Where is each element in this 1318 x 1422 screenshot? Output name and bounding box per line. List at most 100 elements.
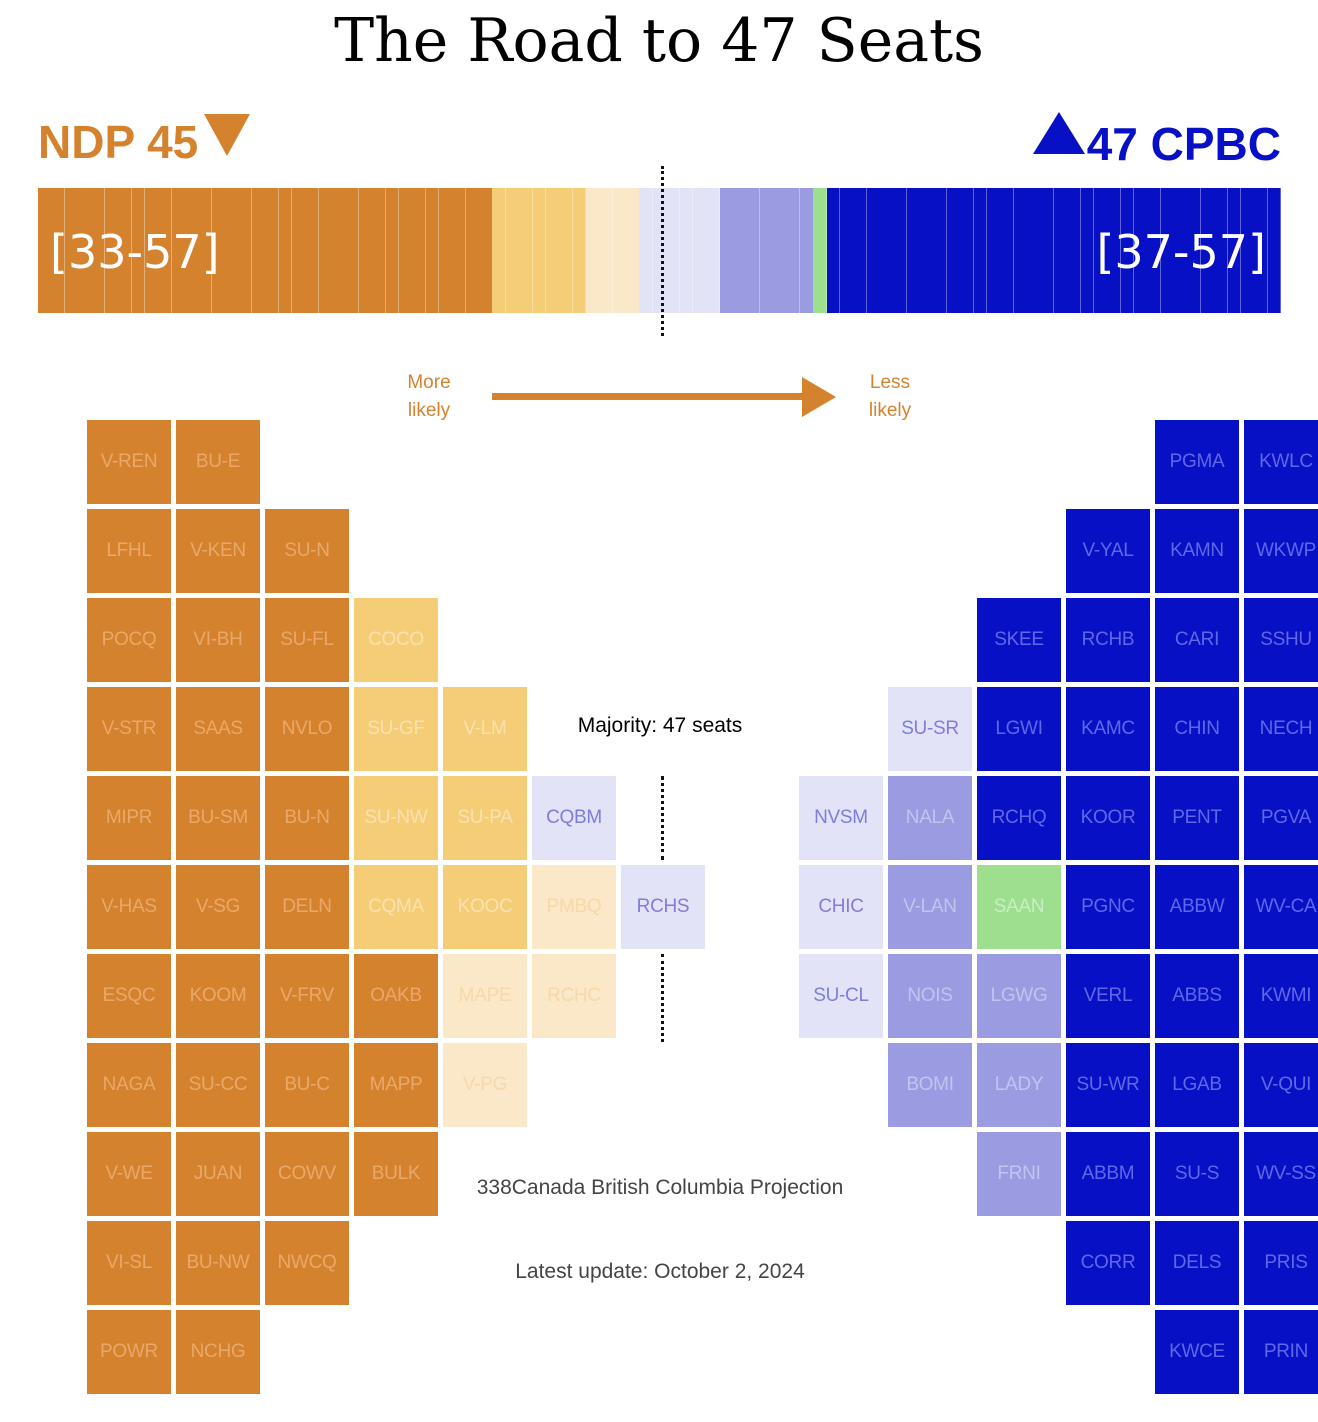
cpbc-seat-count: 47 CPBC: [1086, 118, 1281, 170]
ndp-range: [33-57]: [50, 225, 220, 279]
riding-tile: V-REN: [87, 420, 171, 504]
bar-seat-ndp_lean: [599, 188, 614, 313]
riding-tile: LGWI: [977, 687, 1061, 771]
more-likely-label: More likely: [384, 369, 474, 425]
riding-tile: WV-SS: [1244, 1132, 1318, 1216]
bar-seat-cpbc_safe: [1174, 188, 1188, 313]
riding-tile: NVLO: [265, 687, 349, 771]
bar-seat-ndp_safe: [265, 188, 280, 313]
riding-tile: V-QUI: [1244, 1043, 1318, 1127]
riding-tile: NVSM: [799, 776, 883, 860]
bar-seat-cpbc_safe: [1040, 188, 1055, 313]
bar-seat-ndp_safe: [372, 188, 386, 313]
riding-tile: NOIS: [888, 954, 972, 1038]
ndp-seat-count: NDP 45: [38, 116, 199, 168]
riding-tile: VI-BH: [176, 598, 260, 682]
riding-tile: SAAN: [977, 865, 1061, 949]
bar-seat-cpbc_safe: [906, 188, 921, 313]
less-likely-label: Less likely: [845, 369, 935, 425]
riding-tile: NALA: [888, 776, 972, 860]
majority-line-upper: [661, 776, 664, 860]
bar-seat-ndp_likely: [505, 188, 520, 313]
riding-tile: MAPE: [443, 954, 527, 1038]
riding-tile: BU-N: [265, 776, 349, 860]
riding-tile: KOOC: [443, 865, 527, 949]
riding-tile: VI-SL: [87, 1221, 171, 1305]
more-likely-line1: More: [407, 372, 451, 393]
majority-line-bar: [661, 166, 664, 336]
riding-tile: NAGA: [87, 1043, 171, 1127]
bar-seat-cpbc_safe: [1107, 188, 1122, 313]
bar-seat-ndp_safe: [398, 188, 413, 313]
more-likely-line2: likely: [407, 400, 451, 421]
riding-tile: MIPR: [87, 776, 171, 860]
riding-tile: WV-CA: [1244, 865, 1318, 949]
bar-seat-ndp_safe: [238, 188, 253, 313]
likelihood-arrow: [492, 393, 804, 400]
riding-tile: V-LAN: [888, 865, 972, 949]
riding-tile: BU-NW: [176, 1221, 260, 1305]
bar-seat-cpbc_safe: [1000, 188, 1015, 313]
riding-tile: KAMN: [1155, 509, 1239, 593]
riding-tile: SKEE: [977, 598, 1061, 682]
seat-bar: [38, 188, 1282, 313]
bar-seat-cpbc_lean: [666, 188, 681, 313]
riding-tile: ABBM: [1066, 1132, 1150, 1216]
riding-tile: DELN: [265, 865, 349, 949]
bar-seat-ndp_safe: [305, 188, 320, 313]
riding-tile: NCHG: [176, 1310, 260, 1394]
riding-tile: CARI: [1155, 598, 1239, 682]
cpbc-range: [37-57]: [1096, 225, 1266, 279]
riding-tile: V-WE: [87, 1132, 171, 1216]
riding-tile: BU-E: [176, 420, 260, 504]
majority-label: Majority: 47 seats: [577, 714, 743, 737]
riding-tile: RCHS: [621, 865, 705, 949]
riding-tile: NECH: [1244, 687, 1318, 771]
chart-title: The Road to 47 Seats: [334, 6, 984, 76]
riding-tile: RCHQ: [977, 776, 1061, 860]
riding-tile: ABBW: [1155, 865, 1239, 949]
riding-tile: SU-FL: [265, 598, 349, 682]
bar-seat-ndp_safe: [438, 188, 453, 313]
riding-tile: POWR: [87, 1310, 171, 1394]
riding-tile: RCHC: [532, 954, 616, 1038]
bar-seat-cpbc_safe: [973, 188, 988, 313]
bar-seat-ndp_likely: [532, 188, 547, 313]
riding-tile: SSHU: [1244, 598, 1318, 682]
riding-tile: COWV: [265, 1132, 349, 1216]
riding-tile: SU-GF: [354, 687, 438, 771]
bar-seat-ndp_safe: [64, 188, 79, 313]
riding-tile: RCHB: [1066, 598, 1150, 682]
bar-seat-ndp_safe: [198, 188, 213, 313]
riding-tile: SU-WR: [1066, 1043, 1150, 1127]
riding-tile: BOMI: [888, 1043, 972, 1127]
riding-tile: SU-S: [1155, 1132, 1239, 1216]
riding-tile: CQMA: [354, 865, 438, 949]
riding-tile: SAAS: [176, 687, 260, 771]
riding-tile: V-KEN: [176, 509, 260, 593]
riding-tile: PRIN: [1244, 1310, 1318, 1394]
bar-seat-cpbc_safe: [1240, 188, 1255, 313]
bar-seat-cpbc_likely: [773, 188, 787, 313]
less-likely-line2: likely: [868, 400, 912, 421]
riding-tile: V-STR: [87, 687, 171, 771]
ndp-seat-label: NDP 45: [38, 112, 251, 172]
riding-tile: KWLC: [1244, 420, 1318, 504]
riding-tile: PGNC: [1066, 865, 1150, 949]
arrow-right-icon: [802, 377, 836, 417]
riding-tile: PGMA: [1155, 420, 1239, 504]
riding-tile: CORR: [1066, 1221, 1150, 1305]
riding-tile: NWCQ: [265, 1221, 349, 1305]
riding-tile: COCO: [354, 598, 438, 682]
bar-seat-cpbc_safe: [1067, 188, 1081, 313]
riding-tile: VERL: [1066, 954, 1150, 1038]
bar-seat-cpbc_lean: [639, 188, 654, 313]
bar-seat-cpbc_safe: [866, 188, 881, 313]
cpbc-seat-label: 47 CPBC: [1032, 112, 1281, 174]
riding-tile: SU-N: [265, 509, 349, 593]
riding-tile: CHIC: [799, 865, 883, 949]
riding-tile: JUAN: [176, 1132, 260, 1216]
riding-tile: LADY: [977, 1043, 1061, 1127]
riding-tile: V-SG: [176, 865, 260, 949]
